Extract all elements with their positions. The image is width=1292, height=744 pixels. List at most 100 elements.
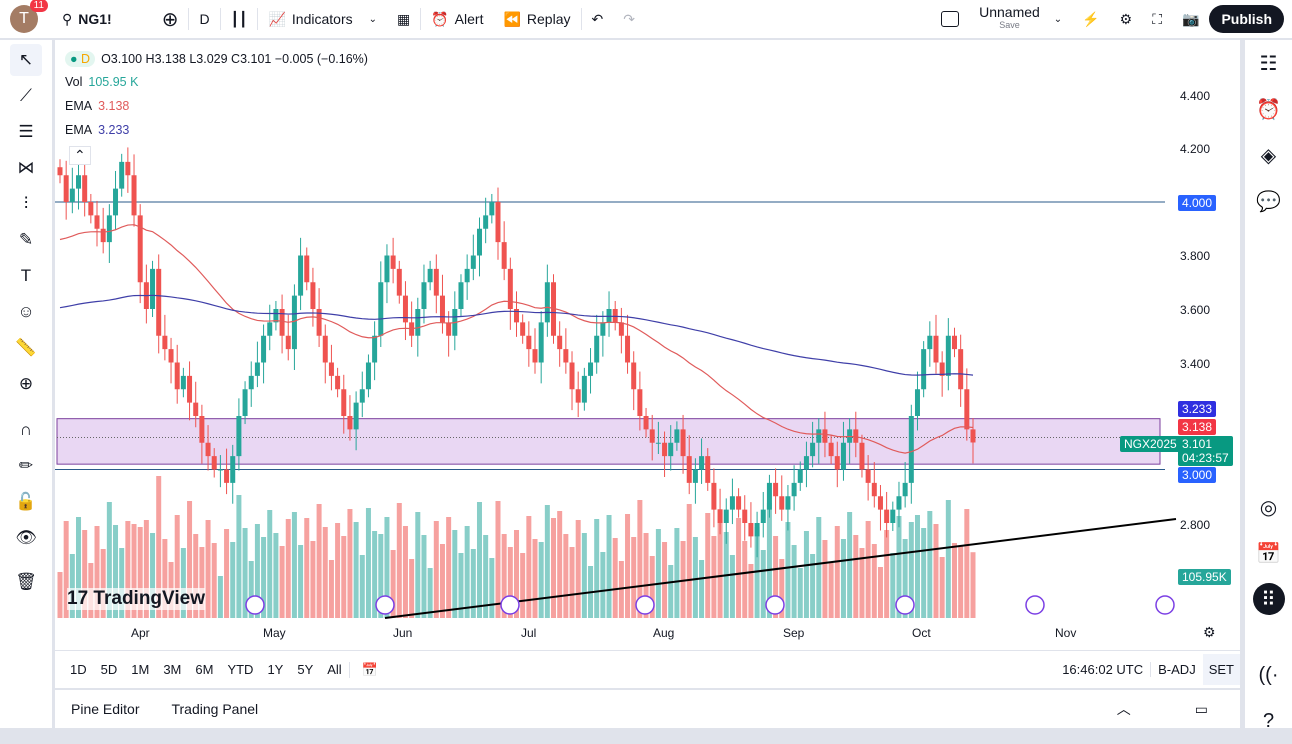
- delete-tool[interactable]: 🗑: [10, 566, 42, 598]
- candle-body: [217, 469, 223, 471]
- watchlist-button[interactable]: ☷: [1245, 40, 1292, 86]
- avatar[interactable]: T 11: [10, 0, 48, 33]
- compare-button[interactable]: ⊕: [152, 0, 189, 38]
- volume-bar: [273, 533, 279, 618]
- volume-bar: [328, 560, 334, 618]
- volume-bar: [402, 526, 408, 618]
- range-ytd[interactable]: YTD: [227, 662, 254, 677]
- volume-bar: [921, 528, 927, 618]
- volume-bar: [933, 524, 939, 618]
- volume-bar: [538, 542, 544, 618]
- redo-button[interactable]: ↷: [613, 0, 645, 38]
- chart-type-button[interactable]: ┃┃: [221, 0, 258, 38]
- range-5d[interactable]: 5D: [100, 662, 118, 677]
- forecast-tool[interactable]: ⫶: [10, 188, 42, 220]
- maximize-panel-button[interactable]: ▭: [1163, 701, 1240, 718]
- pattern-tool[interactable]: ⋈: [10, 152, 42, 184]
- undo-button[interactable]: ↶: [582, 0, 614, 38]
- replay-button[interactable]: ⏪ Replay: [503, 10, 571, 28]
- emoji-tool[interactable]: ☺: [10, 296, 42, 328]
- range-all[interactable]: All: [327, 662, 342, 677]
- brush-tool[interactable]: ✎: [10, 224, 42, 256]
- candle-body: [680, 429, 686, 457]
- date-range-button[interactable]: 📅: [348, 661, 385, 678]
- candle-body: [125, 161, 131, 176]
- candle-body: [230, 456, 236, 483]
- candle-body: [347, 416, 353, 430]
- signal-button[interactable]: ((·: [1245, 652, 1292, 698]
- trading-panel-tab[interactable]: Trading Panel: [171, 701, 259, 717]
- zoom-tool[interactable]: ⊕: [10, 368, 42, 400]
- candle-body: [606, 309, 612, 323]
- visibility-tool[interactable]: 👁: [10, 522, 42, 554]
- lock-icon: 🔓: [15, 492, 37, 511]
- keep-drawing-tool[interactable]: ✏: [10, 450, 42, 482]
- plus-circle-icon: ⊕: [161, 8, 179, 31]
- alerts-button[interactable]: ⏰: [1245, 86, 1292, 132]
- collapse-panel-button[interactable]: ︿: [1085, 699, 1163, 719]
- indicators-button[interactable]: 📈 Indicators ⌄: [268, 10, 377, 28]
- range-5y[interactable]: 5Y: [297, 662, 314, 677]
- candle-body: [544, 282, 550, 323]
- price-tick: 4.400: [1180, 89, 1211, 103]
- snapshot-button[interactable]: 📷: [1172, 0, 1209, 38]
- templates-button[interactable]: ▦: [387, 0, 420, 38]
- alert-button[interactable]: ⏰ Alert: [431, 10, 484, 28]
- volume-bar: [964, 509, 970, 618]
- candle-body: [711, 482, 717, 510]
- candle-body: [113, 188, 119, 216]
- symbol-search[interactable]: ⚲ NG1!: [62, 10, 112, 28]
- badj-button[interactable]: B-ADJ: [1150, 662, 1203, 677]
- candle-body: [199, 416, 205, 443]
- eye-icon: 👁: [15, 528, 37, 547]
- data-window-button[interactable]: ◈: [1245, 132, 1292, 178]
- collapse-legend-button[interactable]: ⌃: [69, 146, 91, 165]
- target-button[interactable]: ◎: [1245, 484, 1292, 530]
- range-1d[interactable]: 1D: [70, 662, 87, 677]
- volume-bar: [742, 541, 748, 618]
- volume-bar: [489, 558, 495, 618]
- volume-bar: [162, 539, 168, 618]
- help-button[interactable]: ?: [1245, 698, 1292, 744]
- volume-bar: [359, 555, 365, 618]
- volume-bar: [896, 516, 902, 618]
- calendar-button[interactable]: 📅: [1245, 530, 1292, 576]
- quick-search-button[interactable]: ⚡: [1072, 0, 1109, 38]
- fullscreen-button[interactable]: ⛶: [1142, 0, 1172, 38]
- candle-body: [106, 215, 112, 243]
- timezone-settings-icon[interactable]: ⚙: [1203, 624, 1216, 640]
- range-1y[interactable]: 1Y: [267, 662, 284, 677]
- clock[interactable]: 16:46:02 UTC: [1062, 662, 1144, 677]
- measure-tool[interactable]: 📏: [10, 332, 42, 364]
- candle-body: [717, 509, 723, 523]
- candle-body: [933, 335, 939, 363]
- lock-tool[interactable]: 🔓: [10, 486, 42, 518]
- magnet-tool[interactable]: ∩: [10, 414, 42, 446]
- text-tool[interactable]: T: [10, 260, 42, 292]
- fib-tool[interactable]: ☰: [10, 116, 42, 148]
- chart-area[interactable]: ● D O3.100 H3.138 L3.029 C3.101 −0.005 (−…: [55, 40, 1240, 688]
- range-3m[interactable]: 3M: [163, 662, 182, 677]
- range-1m[interactable]: 1M: [131, 662, 150, 677]
- trendline-tool[interactable]: ⟋: [10, 80, 42, 112]
- price-chart[interactable]: [55, 40, 1240, 650]
- session-button[interactable]: SET: [1202, 654, 1240, 685]
- apps-button[interactable]: ⠿: [1245, 576, 1292, 622]
- candle-body: [335, 375, 341, 390]
- cursor-tool[interactable]: ↖: [10, 44, 42, 76]
- pine-editor-tab[interactable]: Pine Editor: [71, 701, 140, 717]
- volume-bar: [754, 527, 760, 618]
- range-6m[interactable]: 6M: [195, 662, 214, 677]
- volume-bar: [699, 560, 705, 618]
- bottom-panel: Pine Editor Trading Panel ︿ ▭: [55, 690, 1240, 728]
- interval-button[interactable]: D: [199, 11, 210, 27]
- volume-bar: [415, 512, 421, 618]
- ema200-tag: 3.233: [1178, 401, 1217, 417]
- chat-button[interactable]: 💬: [1245, 178, 1292, 224]
- volume-bar: [507, 547, 513, 618]
- undo-icon: ↶: [591, 10, 604, 27]
- settings-button[interactable]: ⚙: [1110, 0, 1143, 38]
- price-tick: 3.400: [1180, 357, 1211, 371]
- layout-button[interactable]: Unnamed Save ⌄: [931, 0, 1072, 38]
- publish-button[interactable]: Publish: [1209, 5, 1284, 33]
